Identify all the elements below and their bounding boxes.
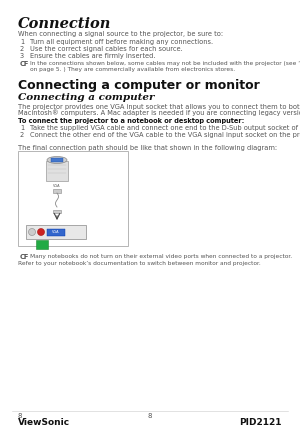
Text: 8: 8	[18, 413, 22, 419]
Bar	[51, 158, 63, 162]
Text: CF: CF	[20, 254, 29, 260]
Ellipse shape	[47, 156, 67, 164]
Text: To connect the projector to a notebook or desktop computer:: To connect the projector to a notebook o…	[18, 118, 244, 124]
Text: Take the supplied VGA cable and connect one end to the D-Sub output socket of th: Take the supplied VGA cable and connect …	[30, 125, 300, 131]
Text: 2: 2	[20, 132, 24, 138]
Bar	[26, 225, 86, 239]
Text: VGA: VGA	[52, 230, 60, 234]
Text: Turn all equipment off before making any connections.: Turn all equipment off before making any…	[30, 39, 213, 45]
Text: PJD2121: PJD2121	[239, 418, 282, 425]
Text: Connect the other end of the VGA cable to the VGA signal input socket on the pro: Connect the other end of the VGA cable t…	[30, 132, 300, 138]
Circle shape	[38, 229, 44, 235]
Text: Ensure the cables are firmly inserted.: Ensure the cables are firmly inserted.	[30, 53, 155, 59]
Text: CF: CF	[20, 61, 29, 67]
Text: Many notebooks do not turn on their external video ports when connected to a pro: Many notebooks do not turn on their exte…	[30, 254, 292, 259]
Text: 2: 2	[20, 46, 24, 52]
Text: 8: 8	[148, 413, 152, 419]
Text: Refer to your notebook’s documentation to switch between monitor and projector.: Refer to your notebook’s documentation t…	[18, 261, 261, 266]
Bar	[53, 210, 61, 213]
Text: on page 5. ) They are commercially available from electronics stores.: on page 5. ) They are commercially avail…	[30, 66, 235, 71]
Bar	[46, 161, 68, 181]
Text: The projector provides one VGA input socket that allows you to connect them to b: The projector provides one VGA input soc…	[18, 103, 300, 110]
Text: 1: 1	[20, 39, 24, 45]
Text: The final connection path should be like that shown in the following diagram:: The final connection path should be like…	[18, 145, 277, 151]
Text: In the connections shown below, some cables may not be included with the project: In the connections shown below, some cab…	[30, 61, 300, 66]
Circle shape	[28, 229, 35, 235]
Text: 1: 1	[20, 125, 24, 131]
Bar	[47, 229, 65, 235]
Bar	[18, 151, 128, 246]
Text: When connecting a signal source to the projector, be sure to:: When connecting a signal source to the p…	[18, 31, 223, 37]
Text: 3: 3	[20, 53, 24, 59]
Bar	[36, 240, 48, 249]
Text: Connecting a computer: Connecting a computer	[18, 93, 154, 102]
Text: Connecting a computer or monitor: Connecting a computer or monitor	[18, 79, 260, 92]
Bar	[53, 189, 61, 193]
Text: Macintosh® computers. A Mac adapter is needed if you are connecting legacy versi: Macintosh® computers. A Mac adapter is n…	[18, 109, 300, 116]
Text: Use the correct signal cables for each source.: Use the correct signal cables for each s…	[30, 46, 183, 52]
Text: VGA: VGA	[53, 184, 61, 188]
Text: ViewSonic: ViewSonic	[18, 418, 70, 425]
Text: Connection: Connection	[18, 17, 111, 31]
